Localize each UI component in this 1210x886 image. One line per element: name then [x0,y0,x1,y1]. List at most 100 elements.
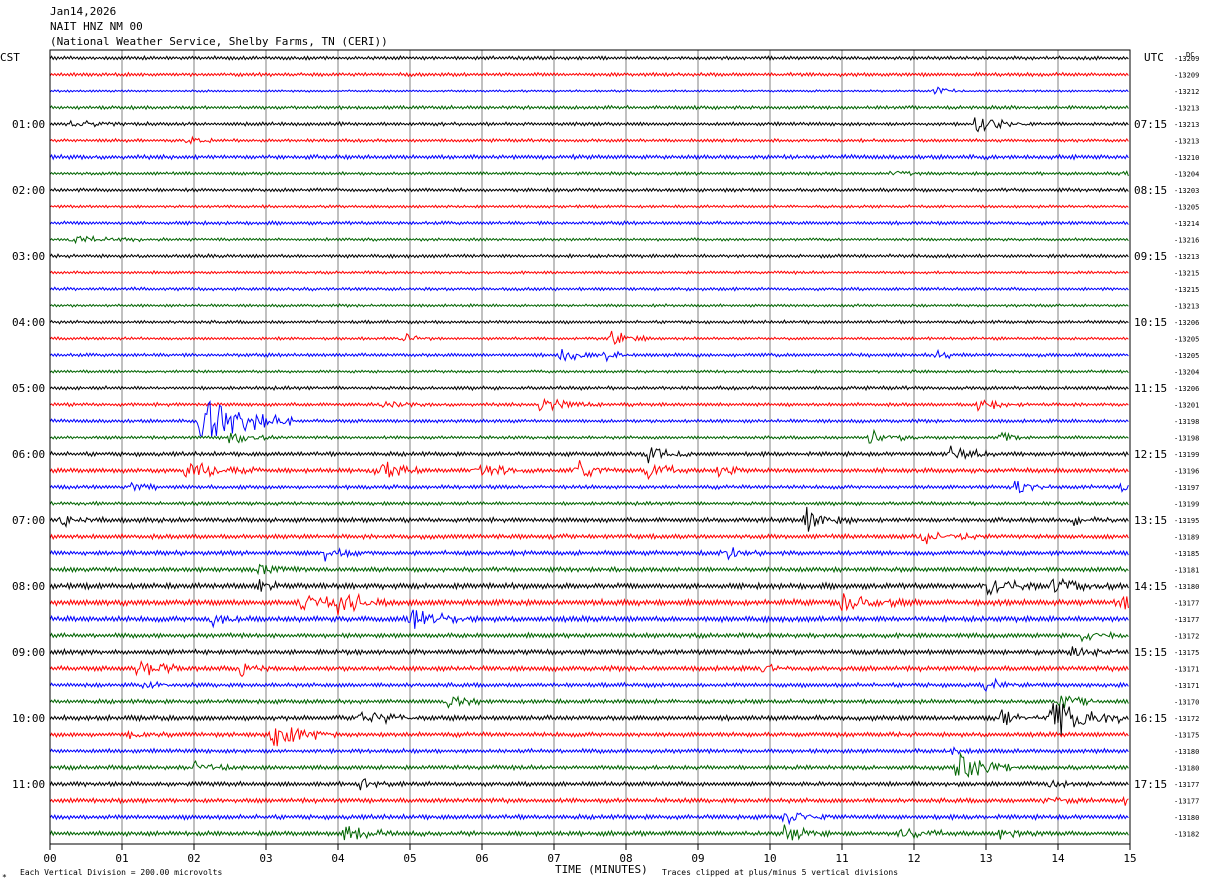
dc-offset-label: -13199 [1174,501,1199,509]
trace-34 [49,609,1129,629]
dc-offset-label: -13177 [1174,600,1199,608]
station-source: (National Weather Service, Shelby Farms,… [50,35,388,48]
x-tick-label: 09 [691,852,704,865]
dc-offset-label: -13209 [1174,55,1199,63]
trace-18 [49,348,1129,363]
trace-9 [49,204,1129,209]
trace-20 [49,384,1129,392]
trace-3 [49,104,1129,111]
trace-35 [49,630,1129,643]
trace-26 [49,480,1129,494]
dc-offset-label: -13201 [1174,402,1199,410]
corner-mark: * [2,873,7,882]
x-tick-label: 10 [763,852,776,865]
trace-22 [49,400,1129,437]
trace-42 [49,746,1129,755]
dc-offset-label: -13215 [1174,286,1199,294]
cst-hour-label: 03:00 [12,250,45,263]
dc-offset-label: -13196 [1174,468,1199,476]
utc-hour-label: 10:15 [1134,316,1167,329]
dc-offset-label: -13209 [1174,72,1199,80]
trace-17 [49,330,1129,346]
utc-hour-labels: 07:15 08:15 09:15 10:15 11:15 12:15 13:15 14:15… [1134,118,1167,791]
x-tick-label: 07 [547,852,560,865]
cst-hour-label: 02:00 [12,184,45,197]
trace-29 [49,531,1129,545]
dc-offset-label: -13195 [1174,517,1199,525]
trace-30 [49,547,1129,562]
dc-offset-label: -13213 [1174,253,1199,261]
trace-6 [49,153,1129,161]
cst-hour-label: 04:00 [12,316,45,329]
dc-offset-label: -13180 [1174,748,1199,756]
trace-40 [49,702,1129,736]
trace-45 [49,795,1129,806]
dc-offset-label: -13172 [1174,715,1199,723]
x-tick-label: 04 [331,852,345,865]
trace-39 [49,695,1129,709]
x-tick-label: 15 [1123,852,1136,865]
trace-21 [49,397,1129,412]
utc-hour-label: 17:15 [1134,778,1167,791]
dc-offset-label: -13182 [1174,831,1199,839]
dc-offset-label: -13212 [1174,88,1199,96]
plot-frame [49,49,1131,845]
trace-8 [49,186,1129,194]
cst-hour-label: 06:00 [12,448,45,461]
dc-offset-label: -13206 [1174,319,1199,327]
dc-offset-label: -13213 [1174,121,1199,129]
trace-10 [49,219,1129,227]
trace-13 [49,269,1129,276]
vertical-division-note: Each Vertical Division = 200.00 microvol… [20,868,222,877]
cst-hour-label: 05:00 [12,382,45,395]
utc-hour-label: 09:15 [1134,250,1167,263]
dc-offset-label: -13177 [1174,616,1199,624]
trace-47 [49,824,1129,841]
dc-offset-label: -13198 [1174,418,1199,426]
dc-offset-label: -13206 [1174,385,1199,393]
x-tick-label: 05 [403,852,416,865]
dc-unit-label: DC [1186,51,1194,59]
trace-4 [49,117,1129,133]
x-tick-label: 08 [619,852,632,865]
x-tick-label: 02 [187,852,200,865]
seismic-traces [49,55,1129,841]
trace-41 [49,727,1129,747]
x-tick-label: 00 [43,852,56,865]
trace-0 [49,55,1129,62]
cst-hour-labels: 01:00 02:00 03:00 04:00 05:00 06:00 07:00 08:00… [12,118,45,791]
x-tick-label: 03 [259,852,272,865]
trace-44 [49,778,1129,791]
utc-hour-label: 11:15 [1134,382,1167,395]
cst-hour-label: 07:00 [12,514,45,527]
dc-offset-label: -13213 [1174,138,1199,146]
trace-2 [49,86,1129,95]
dc-offset-label: -13204 [1174,369,1199,377]
trace-43 [49,751,1129,778]
dc-offset-label: -13171 [1174,666,1199,674]
dc-offset-label: -13180 [1174,583,1199,591]
dc-offset-label: -13181 [1174,567,1199,575]
dc-offset-label: -13171 [1174,682,1199,690]
x-axis-ticks: 00 01 02 03 04 05 06 07 08 09 10 11 12 13 14 15 [43,844,1137,865]
x-axis-title: TIME (MINUTES) [555,863,648,876]
trace-16 [49,319,1129,325]
trace-19 [49,369,1129,374]
plot-axes [49,49,1131,845]
trace-23 [49,428,1129,444]
trace-1 [49,71,1129,78]
dc-offset-label: -13185 [1174,550,1199,558]
cst-hour-label: 09:00 [12,646,45,659]
x-tick-label: 14 [1051,852,1065,865]
minute-gridlines [121,50,1059,844]
cst-hour-label: 11:00 [12,778,45,791]
dc-offset-label: -13175 [1174,732,1199,740]
cst-hour-label: 10:00 [12,712,45,725]
utc-hour-label: 12:15 [1134,448,1167,461]
dc-offset-label: -13198 [1174,435,1199,443]
dc-offset-label: -13203 [1174,187,1199,195]
x-tick-label: 06 [475,852,488,865]
dc-offset-label: -13213 [1174,105,1199,113]
trace-38 [49,677,1129,693]
x-tick-label: 11 [835,852,848,865]
